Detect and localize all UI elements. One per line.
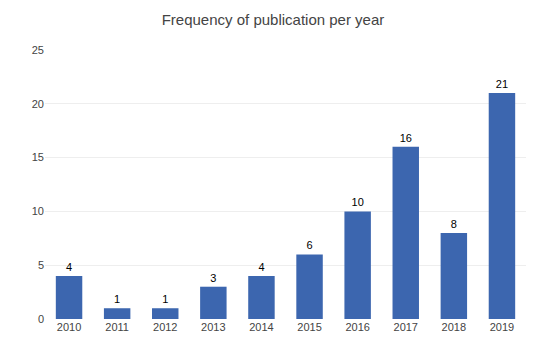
svg-text:20: 20 <box>32 98 44 110</box>
svg-text:8: 8 <box>451 218 457 230</box>
svg-text:2012: 2012 <box>153 321 177 333</box>
svg-text:2011: 2011 <box>105 321 129 333</box>
svg-text:21: 21 <box>496 78 508 90</box>
svg-text:10: 10 <box>352 196 364 208</box>
svg-text:2019: 2019 <box>490 321 514 333</box>
svg-text:2014: 2014 <box>249 321 273 333</box>
svg-text:2018: 2018 <box>442 321 466 333</box>
svg-text:1: 1 <box>162 293 168 305</box>
svg-text:3: 3 <box>210 272 216 284</box>
svg-text:2017: 2017 <box>394 321 418 333</box>
svg-text:25: 25 <box>32 44 44 56</box>
svg-text:1: 1 <box>114 293 120 305</box>
svg-text:Frequency of publication per y: Frequency of publication per year <box>162 11 385 28</box>
svg-text:16: 16 <box>400 132 412 144</box>
svg-text:6: 6 <box>306 239 312 251</box>
svg-text:4: 4 <box>66 261 72 273</box>
svg-text:2013: 2013 <box>201 321 225 333</box>
svg-text:2010: 2010 <box>57 321 81 333</box>
svg-text:5: 5 <box>38 259 44 271</box>
svg-text:15: 15 <box>32 151 44 163</box>
svg-text:2015: 2015 <box>297 321 321 333</box>
svg-text:10: 10 <box>32 205 44 217</box>
svg-text:2016: 2016 <box>345 321 369 333</box>
svg-text:0: 0 <box>38 313 44 325</box>
svg-text:4: 4 <box>258 261 264 273</box>
